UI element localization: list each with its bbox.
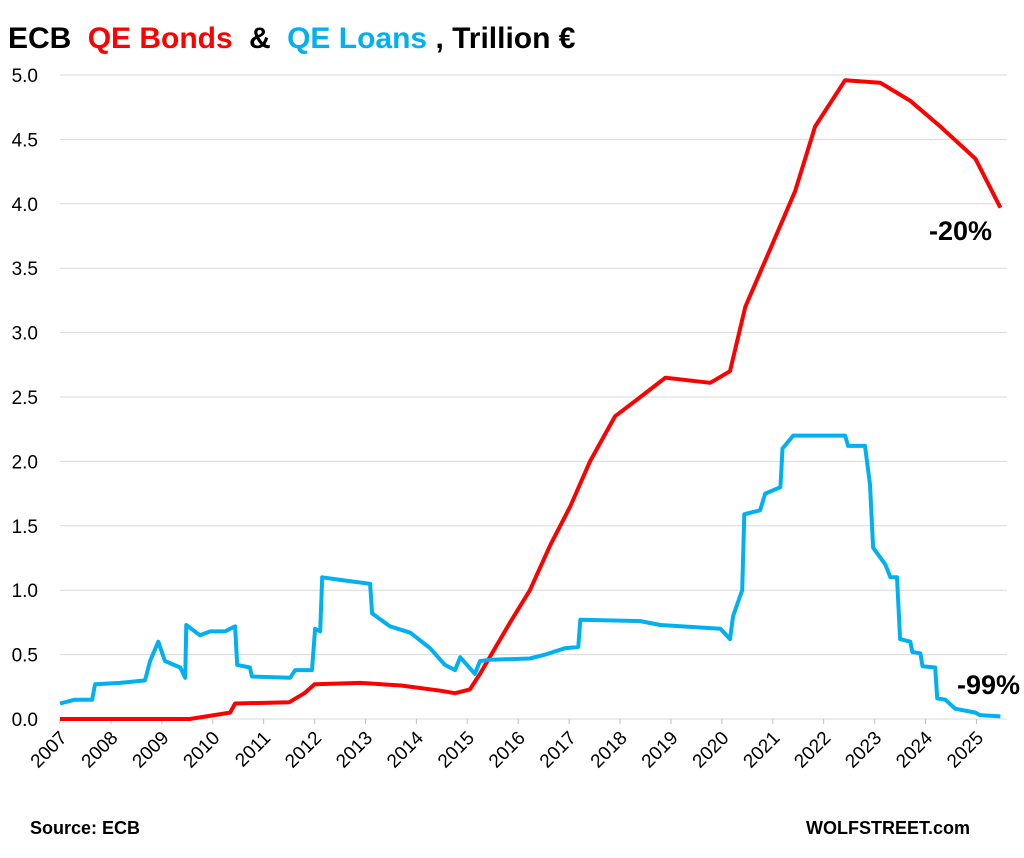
series-line	[59, 433, 1001, 719]
title-series-name: QE Bonds	[88, 22, 233, 55]
series-line	[60, 78, 1003, 721]
y-tick-label: 3.0	[12, 324, 38, 345]
title-part: &	[249, 22, 271, 55]
x-tick-label: 2023	[841, 728, 886, 773]
y-tick-label: 5.0	[12, 66, 38, 87]
y-tick-label: 3.5	[12, 259, 38, 280]
x-tick-label: 2021	[740, 728, 785, 773]
x-tick-label: 2015	[434, 728, 479, 773]
x-tick-label: 2025	[943, 728, 988, 773]
x-tick-label: 2014	[383, 727, 428, 772]
x-tick-label: 2019	[638, 728, 683, 773]
x-tick-label: 2020	[689, 728, 734, 773]
x-tick-label: 2007	[27, 728, 72, 773]
y-tick-label: 1.0	[12, 581, 38, 602]
x-tick-label: 2012	[281, 728, 326, 773]
x-tick-label: 2013	[332, 728, 377, 773]
x-tick-label: 2018	[587, 728, 632, 773]
x-tick-label: 2022	[790, 728, 835, 773]
x-tick-label: 2016	[485, 728, 530, 773]
x-tick-label: 2008	[78, 728, 123, 773]
x-tick-label: 2009	[129, 728, 174, 773]
y-tick-label: 2.0	[12, 452, 38, 473]
x-tick-label: 2011	[231, 728, 275, 772]
y-tick-label: 1.5	[12, 517, 38, 538]
y-tick-label: 0.5	[12, 646, 38, 667]
y-tick-label: 0.0	[12, 710, 38, 731]
x-tick-label: 2017	[536, 728, 581, 773]
annotation: -99%	[957, 670, 1020, 700]
x-tick-label: 2010	[180, 728, 225, 773]
y-tick-label: 2.5	[12, 388, 38, 409]
title-part: ECB	[8, 22, 71, 55]
source: Source: ECB	[30, 818, 140, 838]
chart-title: ECB QE Bonds & QE Loans , Trillion €	[8, 22, 576, 55]
x-tick-label: 2024	[892, 727, 937, 772]
annotation: -20%	[929, 216, 992, 246]
y-tick-label: 4.0	[12, 195, 38, 216]
credit: WOLFSTREET.com	[806, 818, 970, 838]
y-tick-label: 4.5	[12, 130, 38, 151]
title-part: , Trillion €	[435, 22, 575, 55]
title-series-name: QE Loans	[287, 22, 427, 55]
